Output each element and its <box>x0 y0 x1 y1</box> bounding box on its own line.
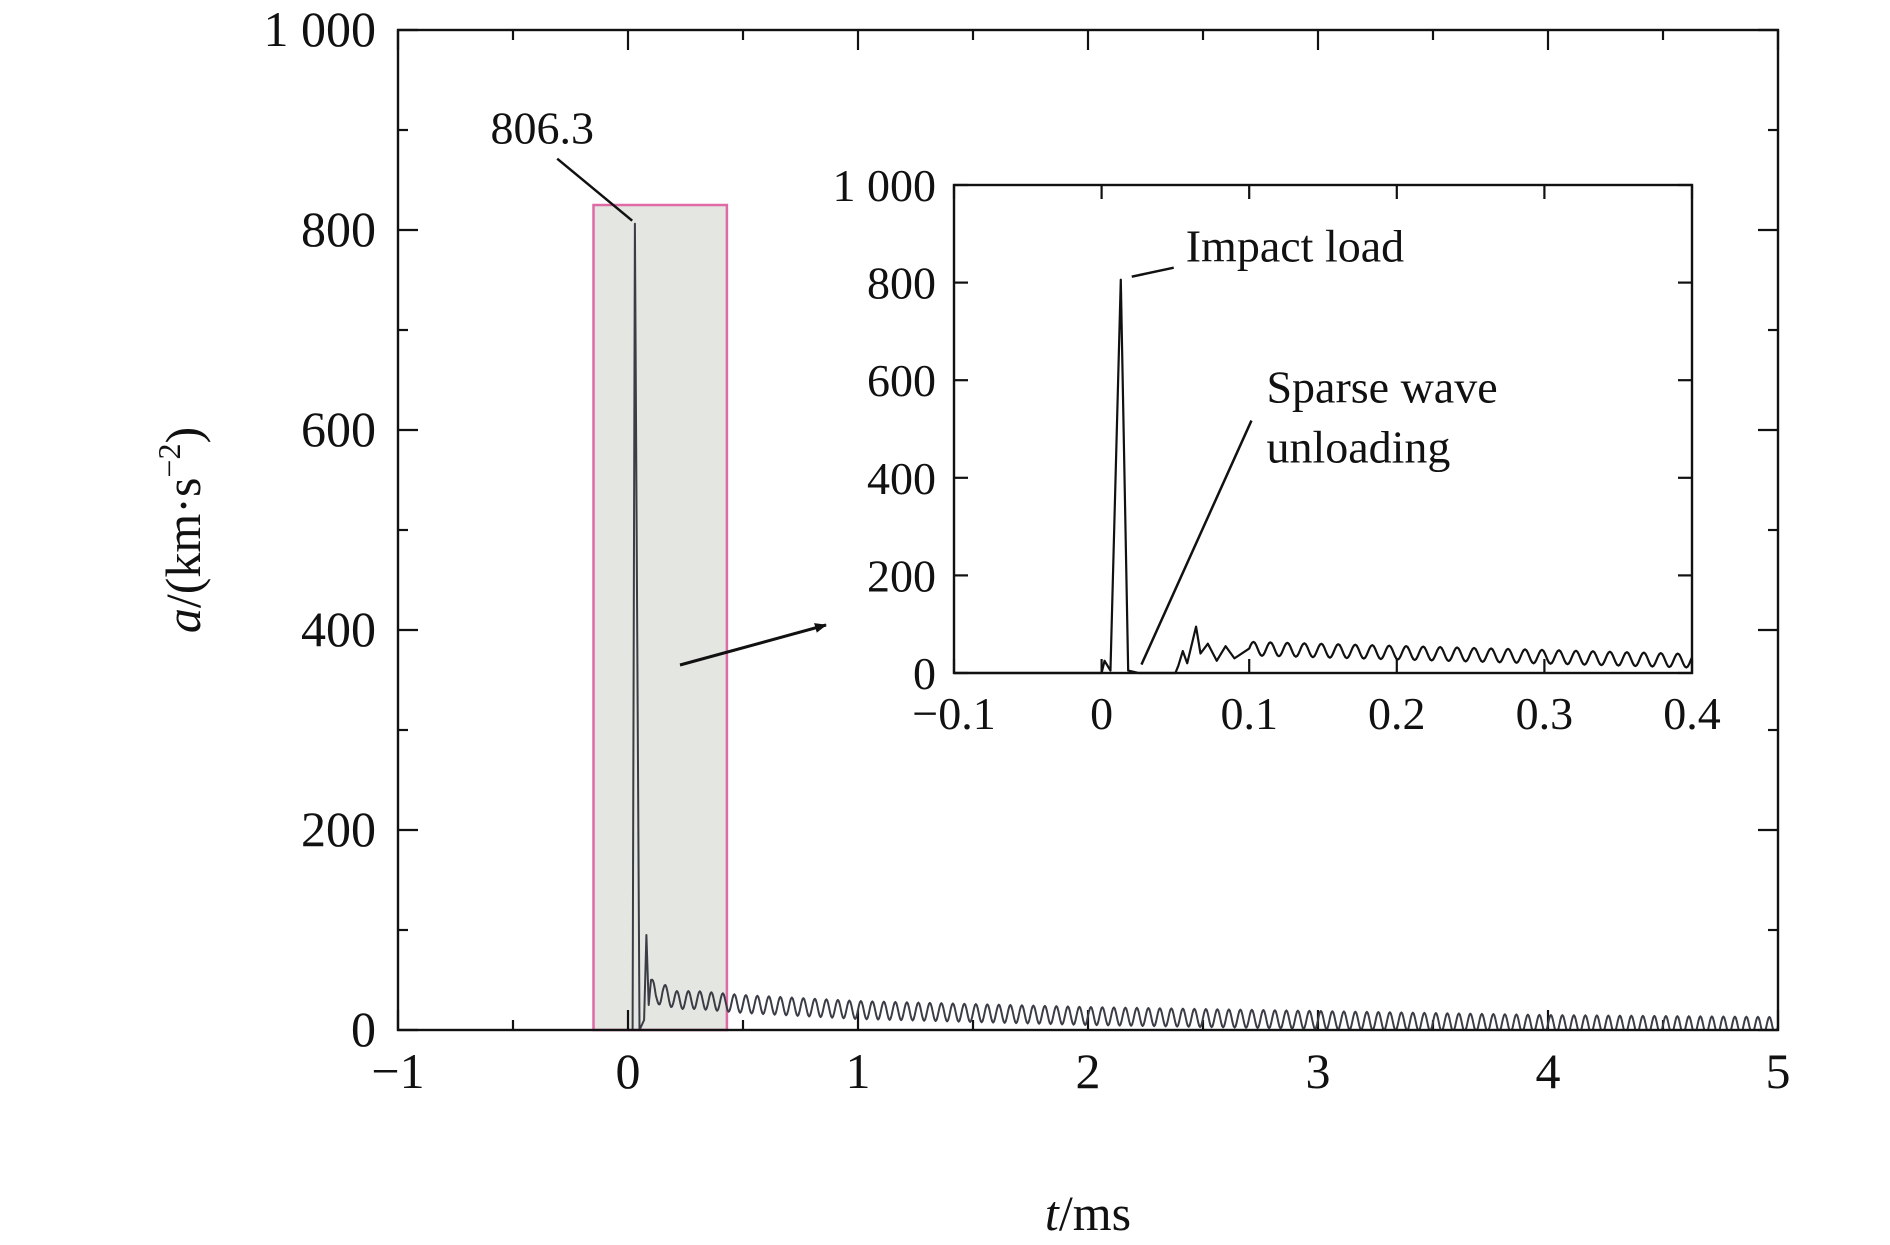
y-axis-unit: /(km·s <box>155 478 211 609</box>
inset-x-tick-label: 0 <box>1090 688 1113 739</box>
main-x-tick-label: −1 <box>371 1043 424 1099</box>
inset-y-tick-label: 200 <box>867 550 936 601</box>
main-y-tick-label: 400 <box>301 601 376 657</box>
main-y-tick-label: 200 <box>301 801 376 857</box>
highlight-region <box>592 203 729 1032</box>
main-y-tick-label: 600 <box>301 401 376 457</box>
impact-load-label: Impact load <box>1186 221 1404 272</box>
impact-load-leader-line <box>1131 266 1175 278</box>
inset-x-tick-label: 0.3 <box>1516 688 1574 739</box>
y-axis-variable: a <box>155 608 211 633</box>
main-x-tick-label: 0 <box>616 1043 641 1099</box>
inset-series-group <box>954 278 1694 675</box>
inset-plot-frame <box>952 183 1694 675</box>
main-series-group <box>398 222 1779 1031</box>
inset-y-tick-label: 0 <box>913 648 936 699</box>
main-y-tick-label: 1 000 <box>264 1 377 57</box>
main-y-tick-label: 800 <box>301 201 376 257</box>
impact-load-label-line: Impact load <box>1186 221 1404 272</box>
inset-y-tick-label: 600 <box>867 355 936 406</box>
x-axis-variable: t <box>1045 1185 1060 1241</box>
inset-x-tick-label: 0.4 <box>1663 688 1721 739</box>
main-y-tick-label: 0 <box>351 1001 376 1057</box>
inset-y-tick-label: 800 <box>867 258 936 309</box>
y-axis-unit-exponent: −2 <box>151 444 187 478</box>
x-axis-unit: /ms <box>1059 1185 1131 1241</box>
main-x-tick-label: 1 <box>846 1043 871 1099</box>
peak-value-label: 806.3 <box>490 103 594 154</box>
sparse-wave-label: Sparse wave unloading <box>1266 362 1509 473</box>
inset-y-tick-label: 400 <box>867 453 936 504</box>
inset-x-tick-label: −0.1 <box>912 688 995 739</box>
inset-series-line <box>954 278 1694 675</box>
inset-y-tick-label: 1 000 <box>833 160 937 211</box>
peak-leader-line <box>556 157 633 222</box>
main-plot-frame <box>396 28 1780 1032</box>
y-axis-title: a/(km·s−2) <box>151 427 211 633</box>
sparse-wave-label-line-1: Sparse wave <box>1266 362 1497 413</box>
inset-background <box>954 185 1692 673</box>
zoom-arrow <box>679 623 827 667</box>
sparse-wave-label-line-2: unloading <box>1266 422 1450 473</box>
inset-x-tick-label: 0.2 <box>1368 688 1426 739</box>
main-x-tick-label: 5 <box>1766 1043 1791 1099</box>
inset-x-tick-label: 0.1 <box>1220 688 1278 739</box>
x-axis-title: t/ms <box>1045 1185 1131 1241</box>
main-x-tick-label: 2 <box>1076 1043 1101 1099</box>
main-series-line <box>398 222 1779 1031</box>
y-axis-unit-close: ) <box>155 427 211 444</box>
main-x-tick-label: 3 <box>1306 1043 1331 1099</box>
sparse-wave-leader-line <box>1140 420 1253 666</box>
main-x-tick-label: 4 <box>1536 1043 1561 1099</box>
